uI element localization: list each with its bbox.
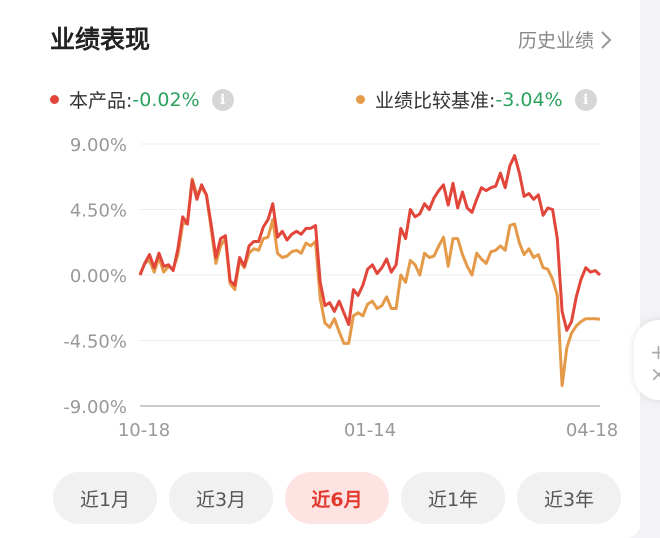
period-tabs: 近1月 近3月 近6月 近1年 近3年 bbox=[53, 472, 621, 524]
info-icon[interactable]: i bbox=[574, 88, 597, 111]
x-tick-label: 01-14 bbox=[344, 420, 396, 441]
legend-benchmark: 业绩比较基准: -3.04% i bbox=[356, 86, 597, 113]
tab-1-month[interactable]: 近1月 bbox=[53, 472, 157, 524]
y-tick-label: 0.00% bbox=[70, 266, 127, 287]
tab-1-year[interactable]: 近1年 bbox=[401, 472, 505, 524]
series-line-业绩比较基准 bbox=[138, 177, 601, 388]
info-icon[interactable]: i bbox=[211, 88, 234, 111]
benchmark-value: -3.04% bbox=[495, 88, 563, 111]
close-icon: × bbox=[650, 362, 660, 386]
y-tick-label: -4.50% bbox=[63, 332, 127, 353]
floating-side-button[interactable]: + × bbox=[634, 320, 660, 400]
benchmark-dot bbox=[356, 95, 365, 104]
performance-card: 业绩表现 历史业绩 本产品: -0.02% i 业绩比较基准: -3.04% i… bbox=[0, 0, 640, 538]
section-title: 业绩表现 bbox=[50, 25, 151, 54]
tab-3-months[interactable]: 近3月 bbox=[169, 472, 273, 524]
benchmark-label: 业绩比较基准: bbox=[375, 90, 496, 112]
product-label: 本产品: bbox=[69, 90, 133, 112]
plus-icon: + bbox=[650, 340, 660, 364]
y-tick-label: -9.00% bbox=[63, 397, 127, 418]
product-dot bbox=[50, 95, 59, 104]
performance-chart[interactable]: 9.00% 4.50% 0.00% -4.50% -9.00%10-18 01-14 04-… bbox=[0, 120, 640, 450]
y-tick-label: 9.00% bbox=[70, 135, 127, 156]
legend-product: 本产品: -0.02% i bbox=[50, 86, 234, 113]
history-performance-link[interactable]: 历史业绩 bbox=[518, 26, 612, 53]
x-tick-label: 10-18 bbox=[118, 420, 170, 441]
x-tick-label: 04-18 bbox=[566, 420, 618, 441]
history-label: 历史业绩 bbox=[517, 30, 594, 52]
tab-6-months[interactable]: 近6月 bbox=[285, 472, 389, 524]
tab-3-years[interactable]: 近3年 bbox=[517, 472, 621, 524]
series-line-本产品 bbox=[138, 154, 602, 332]
y-tick-label: 4.50% bbox=[70, 201, 127, 222]
product-value: -0.02% bbox=[132, 88, 200, 111]
chevron-right-icon bbox=[601, 30, 612, 49]
